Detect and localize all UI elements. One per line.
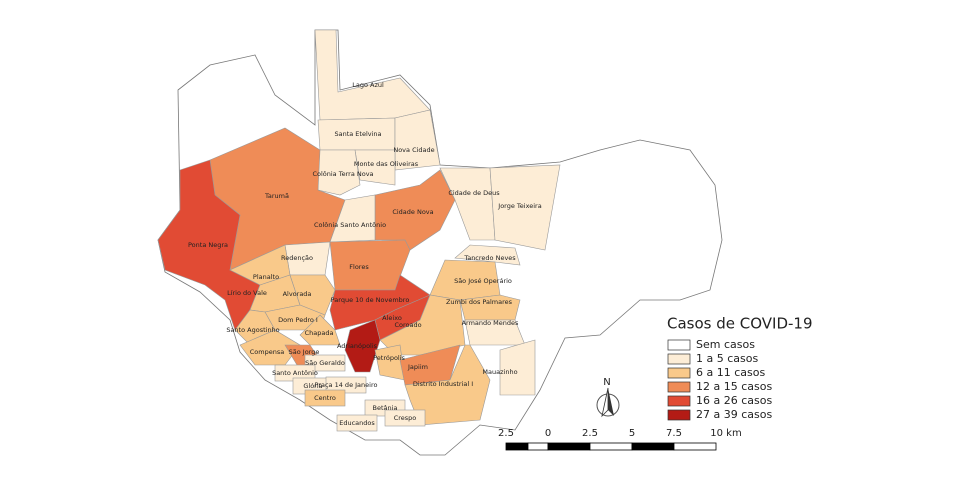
scale-label: 5 bbox=[629, 428, 635, 439]
neighborhood-area bbox=[384, 409, 426, 427]
neighborhood-area bbox=[304, 389, 346, 407]
neighborhood-label: Flores bbox=[349, 263, 369, 271]
scale-label: 10 km bbox=[710, 428, 741, 439]
neighborhood-label: Jorge Teixeira bbox=[497, 202, 541, 210]
north-arrow-right bbox=[608, 388, 614, 416]
neighborhood-area bbox=[289, 274, 336, 316]
scale-segment bbox=[547, 442, 591, 451]
neighborhood-area bbox=[329, 194, 376, 243]
neighborhood-label: Zumbi dos Palmares bbox=[446, 298, 513, 306]
neighborhood-label: Cidade Nova bbox=[392, 208, 433, 216]
neighborhood-label: Armando Mendes bbox=[462, 319, 519, 327]
neighborhood-label: Adrianópolis bbox=[337, 342, 378, 350]
neighborhood-area bbox=[489, 164, 561, 251]
neighborhood-area bbox=[325, 376, 367, 394]
neighborhood-area bbox=[314, 29, 431, 121]
neighborhood-area bbox=[374, 169, 456, 251]
neighborhood-area bbox=[336, 414, 378, 432]
neighborhood-label: Planalto bbox=[253, 273, 279, 281]
legend-swatch bbox=[667, 353, 691, 365]
neighborhood-label: Mauazinho bbox=[482, 368, 517, 376]
scale-segment bbox=[673, 442, 717, 451]
legend-swatch bbox=[667, 339, 691, 351]
north-label: N bbox=[603, 377, 610, 388]
neighborhood-area bbox=[329, 239, 411, 291]
neighborhood-label: Santo Agostinho bbox=[226, 326, 279, 334]
legend-label: 16 a 26 casos bbox=[696, 394, 772, 407]
neighborhood-label: Nova Cidade bbox=[393, 146, 434, 154]
neighborhood-label: Colônia Santo Antônio bbox=[314, 221, 386, 229]
legend-label: 27 a 39 casos bbox=[696, 408, 772, 421]
neighborhoods: Lago Azul Santa Etelvina Nova Cidade Monte … bbox=[157, 29, 561, 432]
neighborhood-label: Chapada bbox=[305, 329, 334, 337]
neighborhood-label: Lírio do Vale bbox=[227, 289, 267, 297]
north-arrow: N bbox=[596, 377, 620, 418]
neighborhood-label: Cidade de Deus bbox=[448, 189, 500, 197]
neighborhood-label: São Jorge bbox=[289, 348, 320, 356]
legend-swatch bbox=[667, 395, 691, 407]
legend-swatch bbox=[667, 409, 691, 421]
neighborhood-label: Redenção bbox=[281, 254, 313, 262]
neighborhood-label: Monte das Oliveiras bbox=[354, 160, 419, 168]
neighborhood-label: Parque 10 de Novembro bbox=[331, 296, 410, 304]
neighborhood-label: Santo Antônio bbox=[272, 369, 318, 377]
neighborhood-label: Tancredo Neves bbox=[463, 254, 516, 262]
neighborhood-label: Distrito Industrial I bbox=[413, 380, 473, 388]
neighborhood-area bbox=[454, 244, 521, 266]
scale-label: 0 bbox=[545, 428, 551, 439]
north-arrow-left bbox=[601, 387, 609, 418]
neighborhood-label: Compensa bbox=[250, 348, 284, 356]
legend-swatch bbox=[667, 381, 691, 393]
scale-segment bbox=[505, 442, 529, 451]
neighborhood-label: Alvorada bbox=[283, 290, 312, 298]
legend-label: 12 a 15 casos bbox=[696, 380, 772, 393]
neighborhood-label: Santa Etelvina bbox=[334, 130, 381, 138]
neighborhood-area bbox=[344, 319, 381, 373]
neighborhood-label: Glória bbox=[303, 382, 322, 390]
neighborhood-label: Praça 14 de Janeiro bbox=[315, 381, 378, 389]
neighborhood-area bbox=[499, 339, 536, 396]
neighborhood-area bbox=[404, 344, 491, 426]
neighborhood-area bbox=[299, 314, 341, 346]
scale-segment bbox=[589, 442, 633, 451]
neighborhood-area bbox=[459, 294, 521, 321]
neighborhood-label: Coroado bbox=[394, 321, 421, 329]
legend-label: Sem casos bbox=[696, 338, 755, 351]
neighborhood-label: Centro bbox=[314, 394, 336, 402]
neighborhood-label: São Geraldo bbox=[305, 359, 345, 367]
legend-label: 1 a 5 casos bbox=[696, 352, 758, 365]
neighborhood-label: Betânia bbox=[373, 404, 398, 412]
neighborhood-label: Japiim bbox=[407, 363, 428, 371]
neighborhood-label: Aleixo bbox=[382, 314, 402, 322]
neighborhood-label: Educandos bbox=[339, 419, 375, 427]
neighborhood-area bbox=[354, 149, 396, 186]
scale-bar: 2.5 0 2.5 5 7.5 10 km bbox=[498, 428, 742, 451]
neighborhood-label: Crespo bbox=[394, 414, 417, 422]
scale-label: 7.5 bbox=[666, 428, 682, 439]
neighborhood-label: Petrópolis bbox=[373, 354, 405, 362]
neighborhood-label: Ponta Negra bbox=[188, 241, 228, 249]
legend-label: 6 a 11 casos bbox=[696, 366, 765, 379]
neighborhood-label: Tarumã bbox=[264, 192, 289, 200]
neighborhood-label: Lago Azul bbox=[352, 81, 384, 89]
scale-segment bbox=[527, 442, 549, 451]
neighborhood-label: São José Operário bbox=[454, 277, 512, 285]
scale-segment bbox=[631, 442, 675, 451]
legend-title: Casos de COVID-19 bbox=[667, 315, 813, 333]
scale-label: 2.5 bbox=[498, 428, 514, 439]
neighborhood-label: Colônia Terra Nova bbox=[312, 170, 373, 178]
neighborhood-label: Dom Pedro I bbox=[278, 316, 318, 324]
legend-swatch bbox=[667, 367, 691, 379]
scale-label: 2.5 bbox=[582, 428, 598, 439]
